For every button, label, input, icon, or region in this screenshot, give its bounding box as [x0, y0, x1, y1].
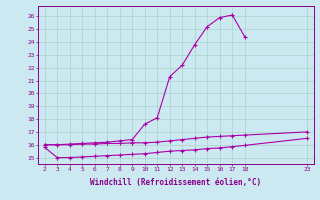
X-axis label: Windchill (Refroidissement éolien,°C): Windchill (Refroidissement éolien,°C): [91, 178, 261, 187]
